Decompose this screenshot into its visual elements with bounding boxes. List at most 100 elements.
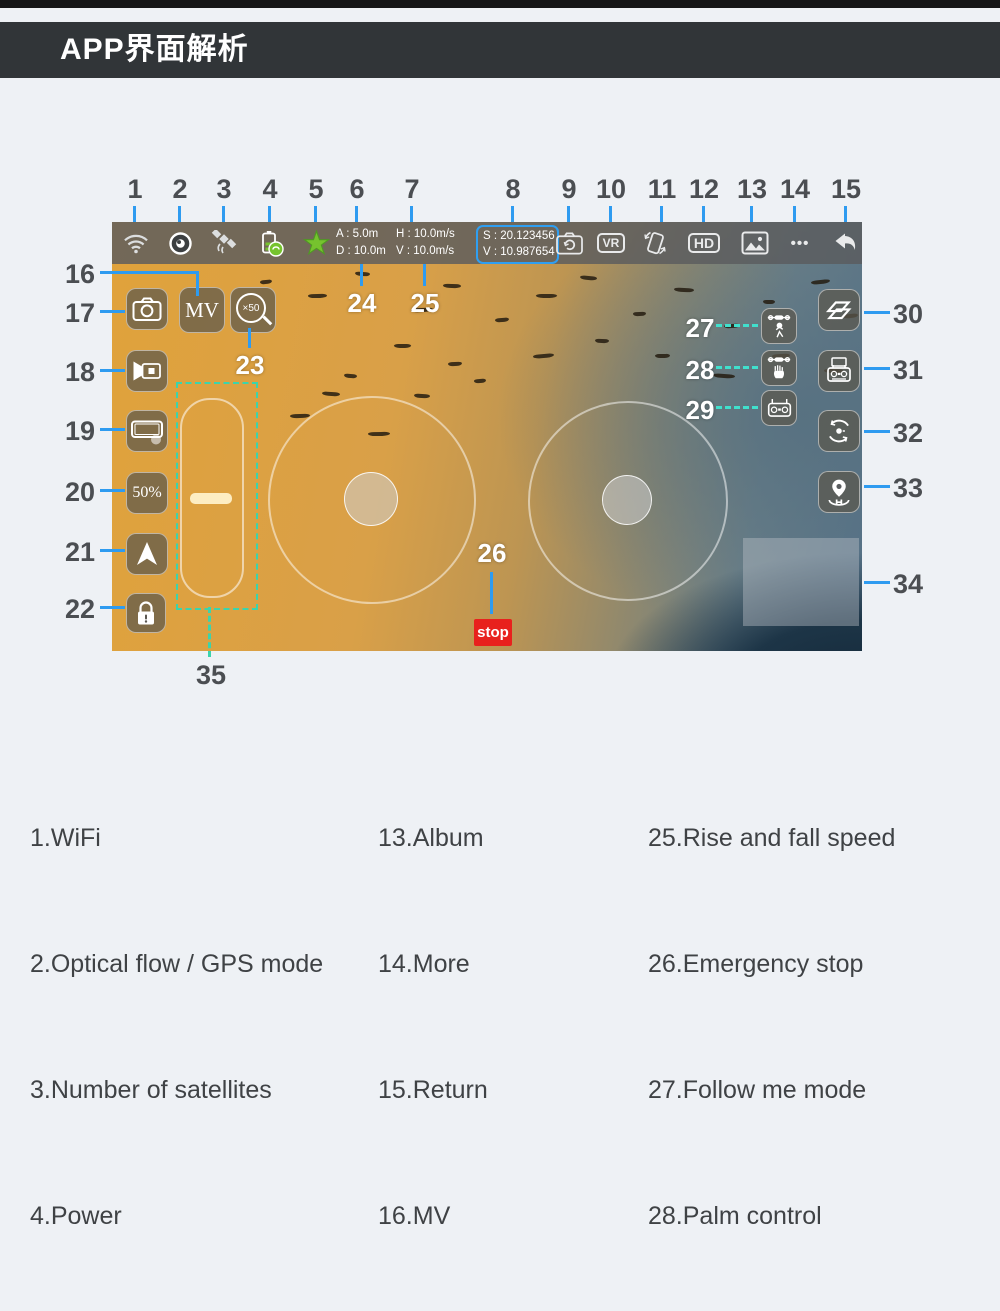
right-joystick-knob[interactable] xyxy=(602,475,652,525)
magnifier-icon: ×50 xyxy=(233,290,273,330)
callout-line-3 xyxy=(222,206,225,222)
callout-12: 12 xyxy=(688,174,720,204)
callout-line-30 xyxy=(864,311,890,314)
pan-tilt-slider-handle[interactable] xyxy=(190,493,232,504)
callout-34: 34 xyxy=(893,569,924,599)
battery-percent-button[interactable]: 50% xyxy=(126,472,168,514)
left-joystick-ring[interactable] xyxy=(268,396,476,604)
legend-item: 1.WiFi xyxy=(30,824,101,852)
left-joystick-knob[interactable] xyxy=(344,472,398,526)
boat-silhouette xyxy=(321,391,341,397)
callout-33: 33 xyxy=(893,473,924,503)
legend-item: 14.More xyxy=(378,950,470,978)
battery-icon xyxy=(254,222,286,264)
boat-silhouette xyxy=(473,378,487,384)
legend-item: 3.Number of satellites xyxy=(30,1076,272,1104)
return-home-pin-icon xyxy=(828,479,850,506)
legend-item: 13.Album xyxy=(378,824,484,852)
hd-badge-label: HD xyxy=(687,233,721,253)
follow-me-button[interactable] xyxy=(761,308,797,344)
more-icon[interactable]: ••• xyxy=(784,222,816,264)
callout-line-6 xyxy=(355,206,358,222)
boat-silhouette xyxy=(594,338,610,344)
callout-27: 27 xyxy=(685,313,715,343)
hd-quality-icon[interactable]: HD xyxy=(686,222,722,264)
follow-me-icon xyxy=(767,315,791,338)
altitude-distance-readout: A : 5.0m D : 10.0m xyxy=(336,228,386,257)
right-joystick-ring[interactable] xyxy=(528,401,728,601)
remote-controller-icon xyxy=(767,399,791,417)
callout-line-23 xyxy=(248,328,251,348)
satellites-icon xyxy=(209,222,239,264)
back-icon[interactable] xyxy=(829,222,861,264)
joystick-toggle-button[interactable] xyxy=(126,410,168,452)
mv-button[interactable]: MV xyxy=(179,287,225,333)
callout-8: 8 xyxy=(505,174,521,204)
callout-line-8 xyxy=(511,206,514,222)
top-strip xyxy=(0,0,1000,8)
callout-21: 21 xyxy=(64,537,95,567)
gps-follow-button[interactable] xyxy=(761,390,797,426)
zoom-50x-button[interactable]: ×50 xyxy=(230,287,276,333)
callout-line-5 xyxy=(314,206,317,222)
callout-22: 22 xyxy=(64,594,95,624)
callout-line-15 xyxy=(844,206,847,222)
unlock-button[interactable] xyxy=(126,593,166,633)
callout-line-29 xyxy=(716,406,758,409)
callout-15: 15 xyxy=(830,174,862,204)
lens-rotation-icon[interactable] xyxy=(639,222,671,264)
callout-11: 11 xyxy=(647,174,677,204)
lat-lon-readout: S : 20.123456 V : 10.987654 xyxy=(476,225,559,264)
callout-line-11 xyxy=(660,206,663,222)
boat-silhouette xyxy=(494,317,510,323)
callout-line-35 xyxy=(208,607,211,657)
callout-line-18 xyxy=(100,369,125,372)
emergency-stop-button[interactable]: stop xyxy=(474,619,512,646)
callout-31: 31 xyxy=(893,355,924,385)
callout-line-19 xyxy=(100,428,125,431)
callout-32: 32 xyxy=(893,418,924,448)
phone-joystick-icon xyxy=(131,420,163,444)
boat-silhouette xyxy=(532,353,555,359)
boat-silhouette xyxy=(632,311,647,317)
callout-line-16a xyxy=(100,271,199,274)
nav-arrow-icon xyxy=(137,542,157,565)
legend-item: 4.Power xyxy=(30,1202,122,1230)
vr-mode-icon[interactable]: VR xyxy=(594,222,628,264)
callout-line-10 xyxy=(609,206,612,222)
callout-1: 1 xyxy=(127,174,143,204)
boat-silhouette xyxy=(307,293,328,299)
callout-line-4 xyxy=(268,206,271,222)
mini-map-overlay[interactable] xyxy=(743,538,859,626)
callout-line-26 xyxy=(490,572,493,614)
callout-line-28 xyxy=(716,366,758,369)
geomagnetic-star-icon xyxy=(301,222,331,264)
photo-button[interactable] xyxy=(126,288,168,330)
start-landing-button[interactable] xyxy=(126,533,168,575)
lock-icon xyxy=(138,600,154,624)
app-screenshot: A : 5.0m D : 10.0m H : 10.0m/s V : 10.0m/s… xyxy=(112,222,862,651)
zoom-50x-label: ×50 xyxy=(242,302,260,314)
callout-19: 19 xyxy=(64,416,95,446)
album-icon[interactable] xyxy=(739,222,771,264)
optical-flow-gps-icon[interactable] xyxy=(166,222,194,264)
boat-silhouette xyxy=(712,373,736,379)
point-of-interest-button[interactable] xyxy=(818,410,860,452)
boat-silhouette xyxy=(579,275,598,281)
waypoint-flight-button[interactable] xyxy=(818,289,860,331)
pan-tilt-slider-track[interactable] xyxy=(180,398,244,598)
lens-switch-icon[interactable] xyxy=(553,222,585,264)
one-key-return-button[interactable] xyxy=(818,471,860,513)
callout-29: 29 xyxy=(685,395,715,425)
boat-silhouette xyxy=(654,353,671,359)
poi-orbit-icon xyxy=(829,419,849,443)
legend-item: 2.Optical flow / GPS mode xyxy=(30,950,324,978)
camera-icon xyxy=(132,297,162,321)
palm-control-button[interactable] xyxy=(761,350,797,386)
waypoint-icon xyxy=(825,301,852,320)
owner-follow-button[interactable] xyxy=(818,350,860,392)
boat-silhouette xyxy=(394,344,411,348)
callout-line-1 xyxy=(133,206,136,222)
video-button[interactable] xyxy=(126,350,168,392)
